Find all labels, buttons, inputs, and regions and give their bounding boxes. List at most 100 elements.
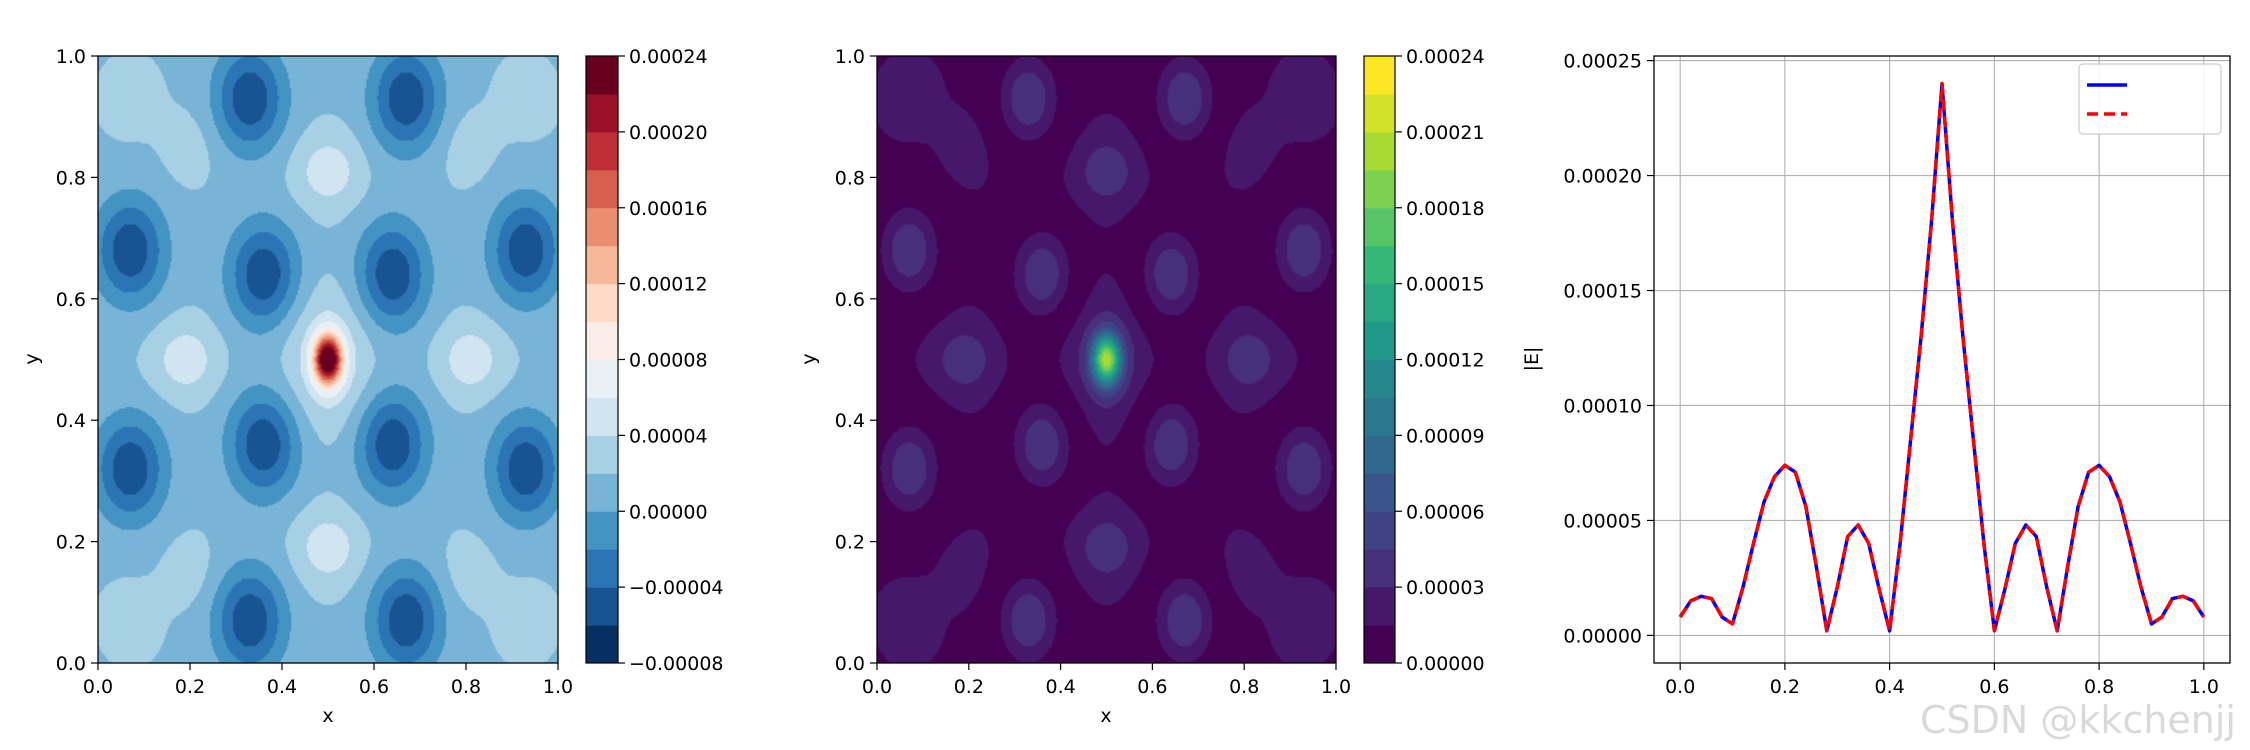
y-tick-label: 0.00015 [1563, 281, 1642, 303]
y-tick-label: 0.00025 [1563, 51, 1642, 73]
colorbar-level [586, 56, 618, 95]
panel-3-axes: 0.0 0.2 0.4 0.6 0.8 1.0 0.00000 0.00005 0.00010 0… [1563, 51, 2219, 698]
colorbar-level [1364, 169, 1395, 209]
y-tick-label: 0.6 [56, 289, 86, 311]
x-tick-label: 0.0 [83, 676, 113, 698]
panel-2-ylabel: y [798, 353, 820, 364]
colorbar-tick-label: 0.00009 [1406, 425, 1485, 447]
colorbar-level [586, 511, 618, 550]
colorbar-tick-label: 0.00006 [1406, 501, 1485, 523]
colorbar-level [586, 473, 618, 512]
colorbar-tick-label: 0.00000 [1406, 653, 1485, 675]
x-tick-label: 0.6 [1137, 676, 1167, 698]
x-tick-label: 0.2 [1770, 676, 1800, 698]
y-tick-label: 0.4 [835, 410, 865, 432]
colorbar-level [1364, 549, 1395, 588]
colorbar-level [586, 625, 618, 664]
legend-box [2078, 63, 2222, 135]
series-line-2 [1678, 81, 2206, 633]
colorbar-tick-label: 0.00021 [1406, 122, 1485, 144]
colorbar-tick-label: 0.00015 [1406, 274, 1485, 296]
field-2-image [877, 56, 1336, 663]
colorbar-level [1364, 473, 1395, 512]
panel-1-ylabel: y [21, 353, 43, 364]
colorbar-level [586, 435, 618, 474]
colorbar-level [1364, 359, 1395, 398]
legend [2078, 63, 2222, 135]
colorbar-level [1364, 283, 1395, 323]
y-tick-label: 0.00020 [1563, 166, 1642, 188]
colorbar-level [1364, 511, 1395, 550]
colorbar-level [1364, 625, 1395, 664]
x-tick-label: 0.0 [1665, 676, 1695, 698]
y-tick-label: 0.8 [835, 167, 865, 189]
colorbar-level [1364, 93, 1395, 133]
x-tick-label: 0.4 [1875, 676, 1905, 698]
colorbar-tick-label: 0.00020 [629, 122, 708, 144]
colorbar-level [1364, 56, 1395, 95]
y-tick-label: 0.2 [835, 532, 865, 554]
colorbar-level [586, 321, 618, 360]
field-1 [98, 56, 558, 663]
field-2 [877, 56, 1336, 663]
panel-1-frame [97, 55, 559, 664]
colorbar-level [1364, 207, 1395, 247]
colorbar-level [586, 587, 618, 626]
y-tick-label: 0.00010 [1563, 395, 1642, 417]
panel-1: 0.0 0.2 0.4 0.6 0.8 1.0 0.0 0.2 0.4 0.6 0.8 1.0 x y… [21, 46, 724, 727]
panel-2-xlabel: x [1100, 705, 1111, 727]
watermark: CSDN @kkchenjj [1920, 698, 2236, 742]
colorbar-level [586, 549, 618, 588]
colorbar-tick-label: 0.00000 [629, 501, 708, 523]
colorbar-tick-label: 0.00012 [1406, 350, 1485, 372]
colorbar-level [586, 397, 618, 436]
panel-3: 0.0 0.2 0.4 0.6 0.8 1.0 0.00000 0.00005 0.00010 0… [1521, 51, 2231, 698]
field-1-image [98, 56, 558, 663]
colorbar-2: 0.00000 0.00003 0.00006 0.00009 0.00012 0.000… [1363, 46, 1485, 675]
x-tick-label: 0.8 [451, 676, 481, 698]
x-tick-label: 0.6 [1979, 676, 2009, 698]
x-tick-label: 0.6 [359, 676, 389, 698]
panel-3-series [1678, 81, 2206, 633]
colorbar-level [586, 359, 618, 398]
x-tick-label: 0.0 [862, 676, 892, 698]
x-tick-label: 1.0 [543, 676, 573, 698]
colorbar-level [1364, 587, 1395, 626]
colorbar-level [586, 207, 618, 247]
x-tick-label: 0.8 [1229, 676, 1259, 698]
colorbar-level [1364, 131, 1395, 171]
panel-3-grid [1654, 56, 2230, 663]
y-tick-label: 0.00000 [1563, 625, 1642, 647]
field-1-raster [98, 56, 558, 663]
colorbar-tick-label: 0.00016 [629, 198, 708, 220]
y-tick-label: 1.0 [835, 46, 865, 68]
x-tick-label: 0.4 [267, 676, 297, 698]
colorbar-level [586, 93, 618, 133]
panel-2-axes: 0.0 0.2 0.4 0.6 0.8 1.0 0.0 0.2 0.4 0.6 0.8 1.0 [835, 46, 1351, 698]
panel-3-ylabel: |E| [1521, 347, 1543, 372]
panel-1-xlabel: x [322, 705, 333, 727]
panel-3-frame [1653, 55, 2231, 664]
colorbar-level [1364, 321, 1395, 360]
y-tick-label: 0.00005 [1563, 510, 1642, 532]
panel-1-axes: 0.0 0.2 0.4 0.6 0.8 1.0 0.0 0.2 0.4 0.6 0.8 1.0 [56, 46, 573, 698]
y-tick-label: 0.0 [56, 653, 86, 675]
colorbar-level [586, 245, 618, 285]
x-tick-label: 0.8 [2084, 676, 2114, 698]
colorbar-level [586, 169, 618, 209]
colorbar-tick-label: 0.00003 [1406, 577, 1485, 599]
series-line-1 [1678, 81, 2206, 633]
x-tick-label: 0.2 [954, 676, 984, 698]
colorbar-1: −0.00008 −0.00004 0.00000 0.00004 0.00008 0.0… [585, 46, 724, 675]
colorbar-tick-label: 0.00024 [1406, 46, 1485, 68]
field-2-raster [877, 56, 1336, 663]
colorbar-tick-label: −0.00008 [629, 653, 724, 675]
x-tick-label: 1.0 [1321, 676, 1351, 698]
colorbar-level [586, 131, 618, 171]
colorbar-tick-label: 0.00008 [629, 350, 708, 372]
colorbar-tick-label: 0.00024 [629, 46, 708, 68]
y-tick-label: 0.2 [56, 532, 86, 554]
panel-2-frame [876, 55, 1337, 664]
colorbar-tick-label: 0.00018 [1406, 198, 1485, 220]
